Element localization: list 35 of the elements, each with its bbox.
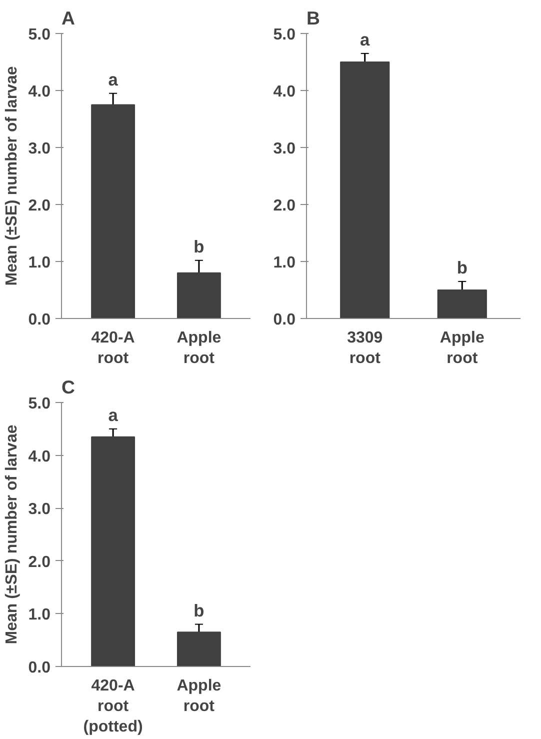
y-tick-label: 5.0 xyxy=(273,26,296,44)
y-tick-label: 0.0 xyxy=(273,312,296,328)
x-tick-label: 3309 root xyxy=(347,330,383,367)
y-tick-label: 5.0 xyxy=(28,26,51,44)
y-tick-label: 4.0 xyxy=(28,448,51,466)
y-tick-label: 1.0 xyxy=(28,606,51,624)
y-axis-title: Mean (±SE) number of larvae xyxy=(3,66,20,286)
chart-title: B xyxy=(306,8,320,28)
x-tick-label: Apple root xyxy=(176,678,222,715)
annotation: a xyxy=(108,404,118,425)
annotation: a xyxy=(360,29,370,50)
annotation: a xyxy=(108,69,118,90)
x-tick-label: 420-A root xyxy=(91,330,136,367)
y-tick-label: 0.0 xyxy=(28,312,51,328)
y-tick-label: 2.0 xyxy=(28,554,51,571)
y-tick-label: 4.0 xyxy=(273,84,296,100)
x-tick-label: Apple root xyxy=(176,330,222,367)
annotation: b xyxy=(456,257,468,278)
y-tick-label: 0.0 xyxy=(28,660,51,676)
y-tick-label: 2.0 xyxy=(28,198,51,214)
x-tick-label: 420-A root (potted) xyxy=(83,678,143,736)
y-axis-title: Mean (±SE) number of larvae xyxy=(3,424,20,644)
y-tick-label: 1.0 xyxy=(273,254,296,272)
y-tick-label: 3.0 xyxy=(28,140,51,158)
chart-title: A xyxy=(62,8,75,28)
y-tick-label: 3.0 xyxy=(28,501,51,518)
y-tick-label: 1.0 xyxy=(28,254,51,272)
annotation: b xyxy=(194,236,204,256)
annotation: b xyxy=(194,600,204,620)
y-tick-label: 2.0 xyxy=(273,198,296,214)
y-tick-label: 3.0 xyxy=(273,140,296,158)
chart-title: C xyxy=(62,376,75,398)
y-tick-label: 5.0 xyxy=(28,396,51,412)
x-tick-label: Apple root xyxy=(440,330,484,367)
y-tick-label: 4.0 xyxy=(28,84,51,100)
